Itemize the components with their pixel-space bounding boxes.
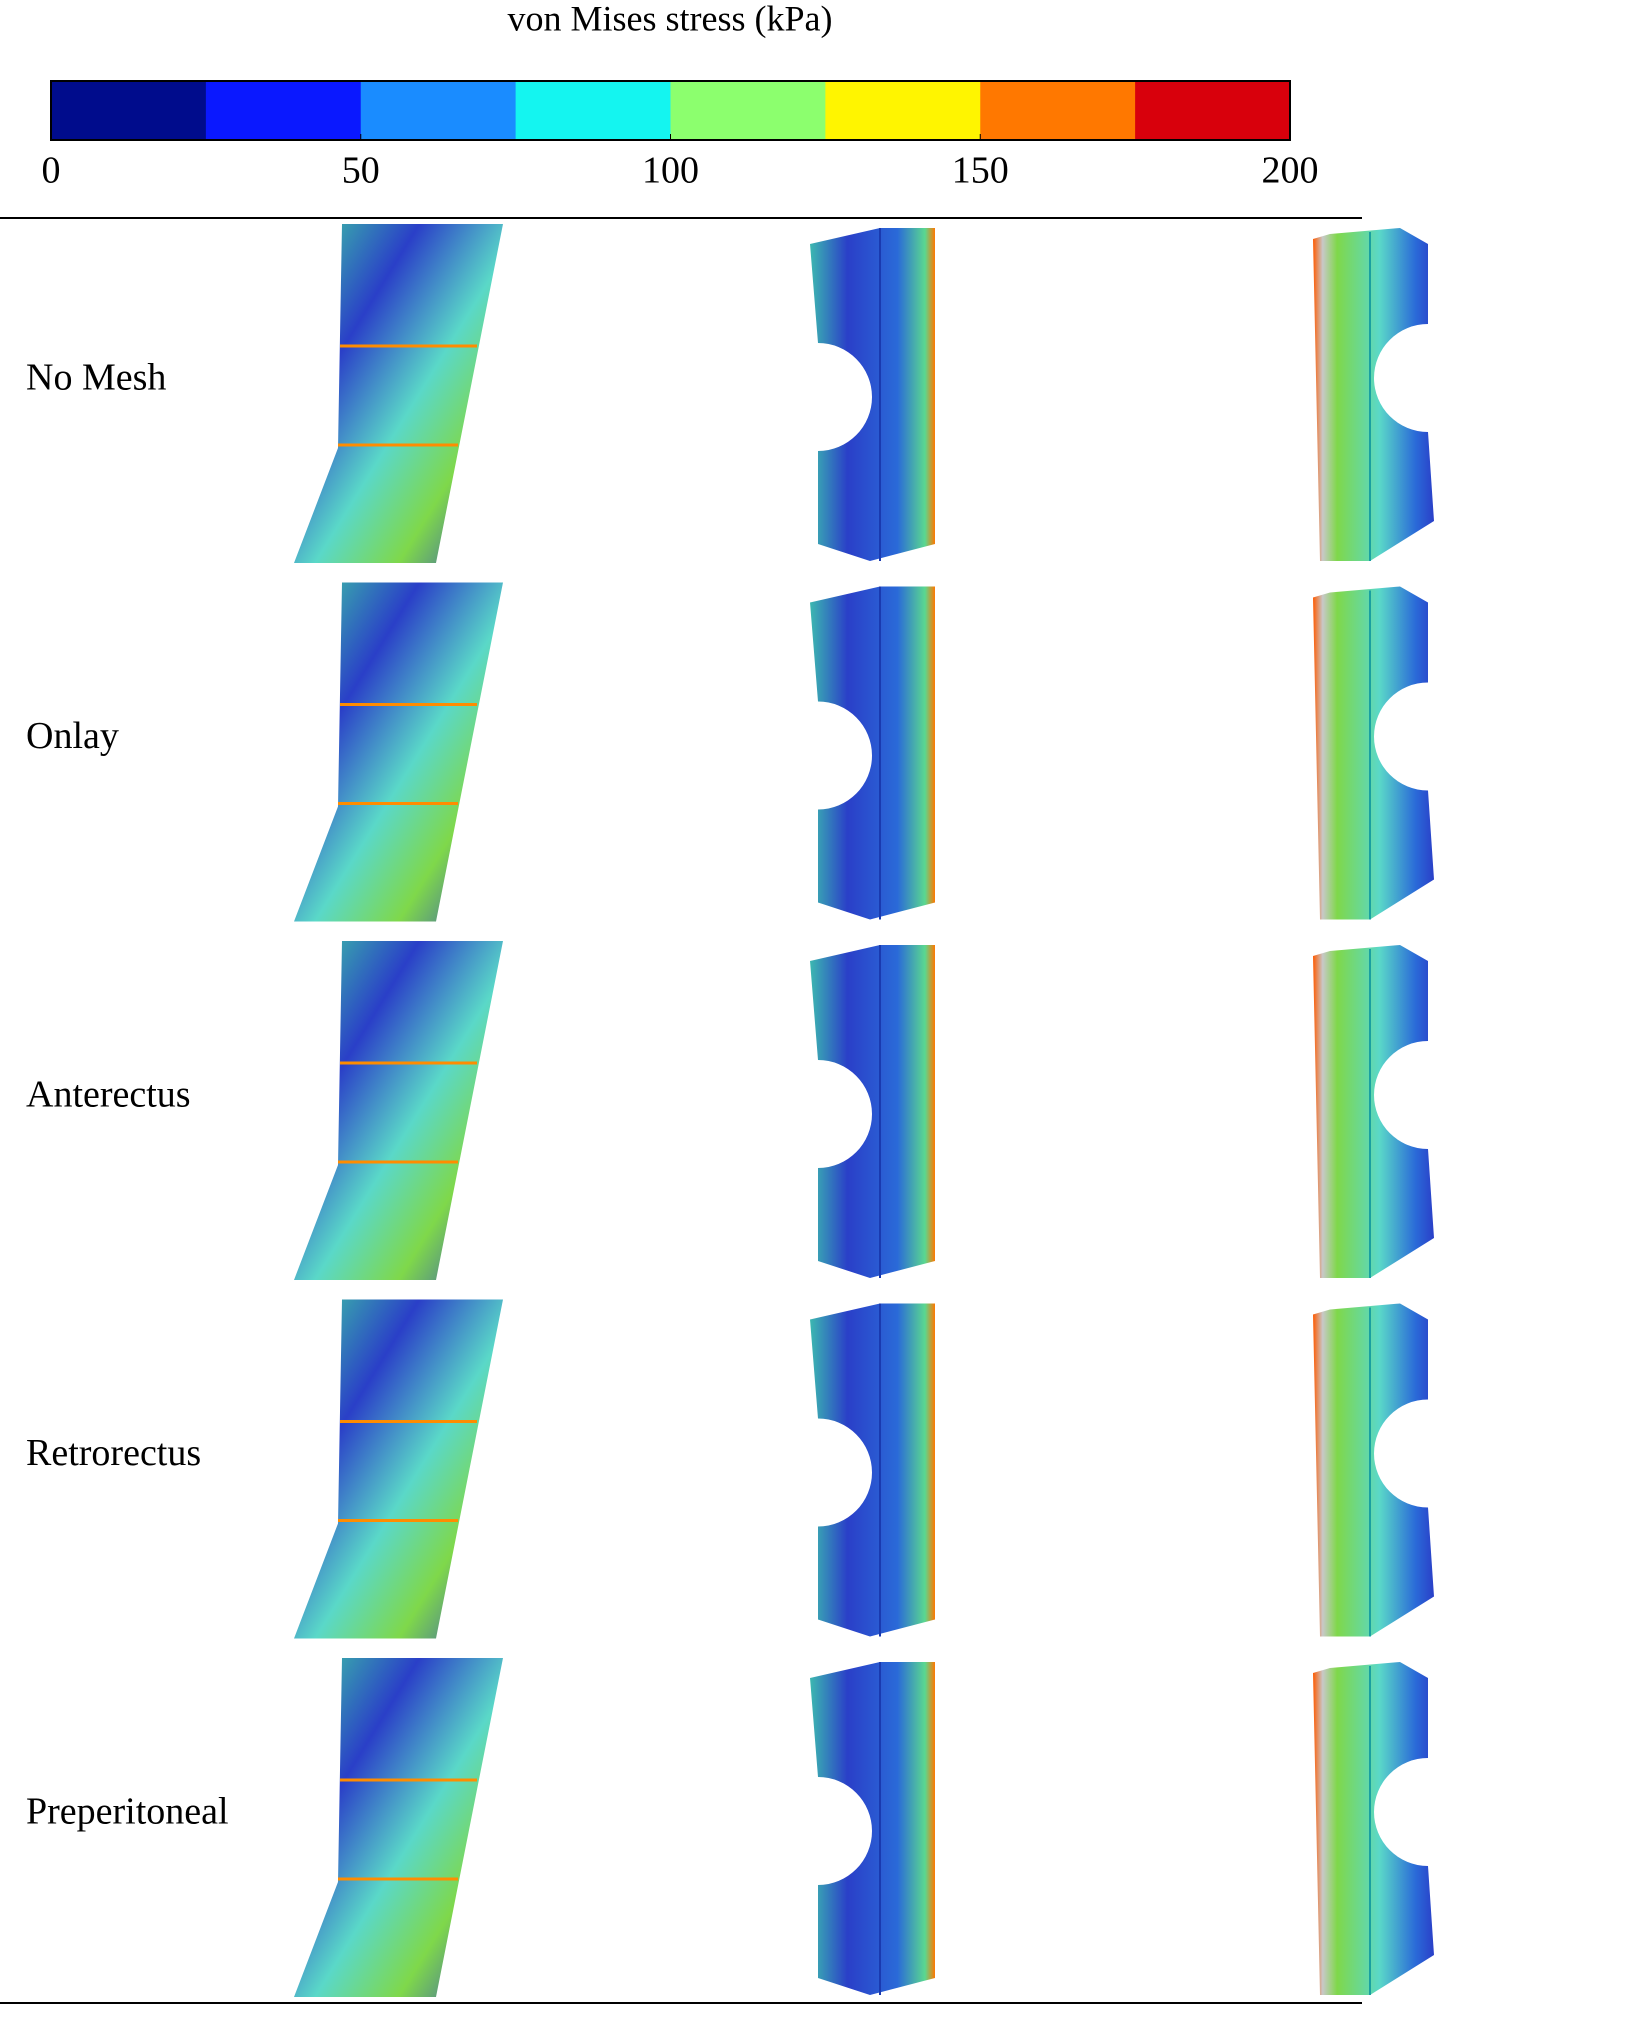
colorbar-segment — [205, 81, 362, 140]
model-side-left — [810, 1662, 935, 1995]
model-side-right — [1313, 586, 1434, 920]
colorbar: 0 50 100 150 200 — [42, 81, 1319, 192]
model-side-right — [1313, 945, 1434, 1278]
model-side-left — [810, 945, 935, 1278]
colorbar-tick-label: 50 — [342, 150, 380, 192]
row-label: Retrorectus — [26, 1432, 201, 1474]
model-side-left — [810, 586, 935, 920]
model-front — [294, 1299, 503, 1639]
colorbar-title: von Mises stress (kPa) — [508, 0, 833, 38]
colorbar-segment — [360, 81, 517, 140]
model-front — [294, 941, 503, 1280]
model-front — [294, 1658, 503, 1997]
colorbar-tick-label: 150 — [952, 150, 1009, 192]
colorbar-segment — [825, 81, 981, 140]
row: Retrorectus — [26, 1299, 1434, 1639]
model-front — [294, 224, 503, 563]
rows: No Mesh Onlay Anterectus Retrorectus Preperi… — [26, 224, 1434, 1997]
colorbar-segment — [980, 81, 1136, 140]
row-label: Anterectus — [26, 1074, 191, 1116]
model-side-right — [1313, 228, 1434, 561]
row-label: No Mesh — [26, 357, 166, 399]
colorbar-tick-label: 200 — [1262, 150, 1319, 192]
model-side-left — [810, 228, 935, 561]
colorbar-segment — [51, 81, 207, 140]
model-side-right — [1313, 1303, 1434, 1637]
row: Onlay — [26, 582, 1434, 922]
colorbar-tick-label: 0 — [42, 150, 61, 192]
colorbar-segment — [515, 81, 671, 140]
colorbar-segment — [1135, 81, 1291, 140]
row: No Mesh — [26, 224, 1434, 563]
row-label: Preperitoneal — [26, 1791, 229, 1833]
model-front — [294, 582, 503, 922]
colorbar-tick-label: 100 — [642, 150, 699, 192]
model-side-left — [810, 1303, 935, 1637]
row: Preperitoneal — [26, 1658, 1434, 1997]
row-label: Onlay — [26, 715, 119, 757]
colorbar-frame — [50, 80, 1291, 141]
colorbar-segment — [670, 81, 826, 140]
model-side-right — [1313, 1662, 1434, 1995]
row: Anterectus — [26, 941, 1434, 1280]
